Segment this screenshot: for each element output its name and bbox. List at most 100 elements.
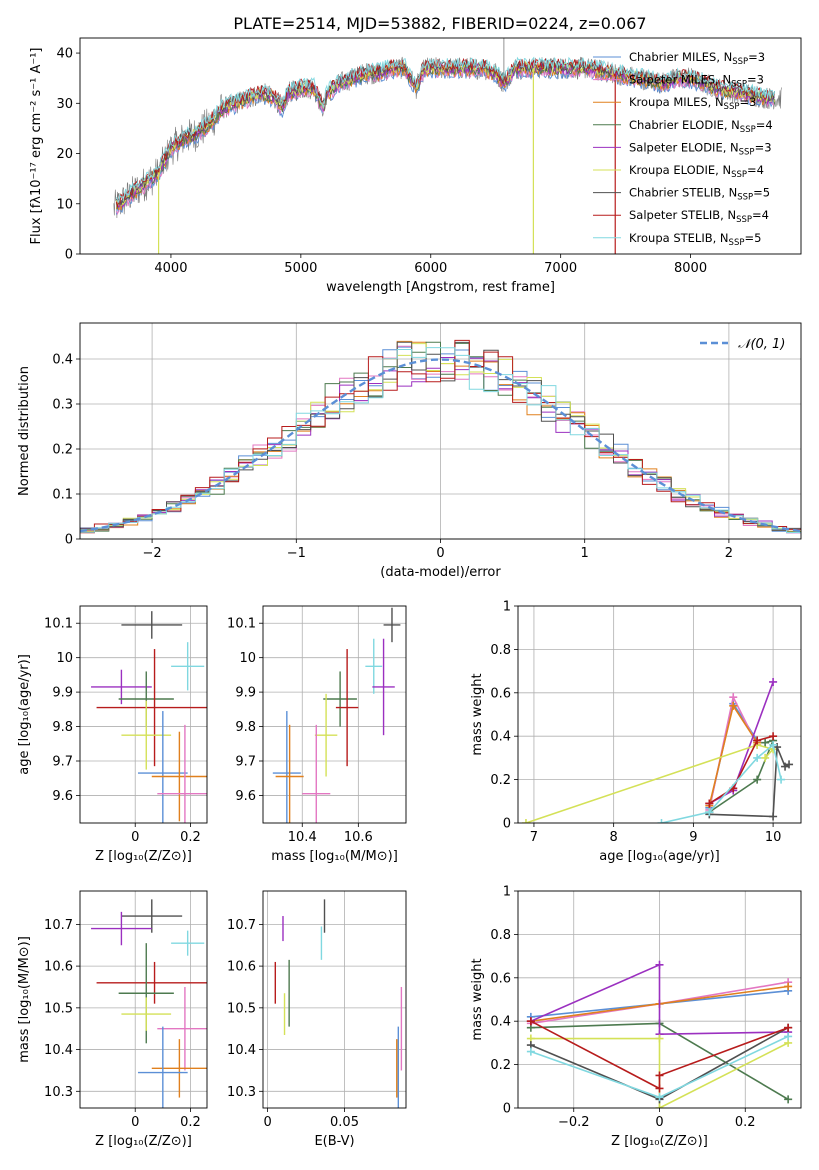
y-tick-label: 9.7 [235, 755, 256, 770]
plus-marker [526, 1047, 535, 1056]
x-tick-label: 7000 [544, 261, 577, 276]
y-axis-label: Flux [fλ10⁻¹⁷ erg cm⁻² s⁻¹ A⁻¹] [29, 48, 44, 245]
plus-marker [655, 1104, 664, 1108]
x-tick-label: 10.4 [288, 830, 317, 845]
y-tick-label: 9.6 [235, 789, 256, 804]
mass-vs-metallicity-panel: 0 0.2 10.3 10.4 10.5 10.6 10.7 Z [log₁₀(Z/Z⊙)] m… [17, 890, 208, 1149]
y-tick-label: 10 [56, 651, 73, 666]
x-tick-label: 0.05 [330, 1115, 359, 1130]
legend-prefix: Kroupa ELODIE, N [629, 163, 731, 177]
spectrum-panel: Chabrier MILES, N SSP =3 Salpeter MILES, N S… [29, 37, 802, 295]
legend-prefix: Chabrier ELODIE, N [629, 118, 740, 132]
y-axis-label: mass weight [470, 673, 485, 755]
legend-prefix: Salpeter MILES, N [629, 73, 731, 87]
y-tick-label: 9.9 [52, 686, 73, 701]
data-point [302, 724, 331, 823]
plot-area [274, 899, 403, 1108]
residual-histogram-panel: 𝒩(0, 1) −2 −1 0 1 2 0 0.1 0.2 0.3 0.4 (data-model)/… [17, 322, 802, 580]
data-point [96, 961, 207, 1004]
y-tick-label: 0.4 [490, 730, 511, 745]
weight-vs-metallicity-panel: −0.2 0 0.2 0 0.2 0.4 0.6 0.8 1 Z [log₁₀(Z/Z⊙)] mas… [470, 885, 802, 1149]
legend-prefix: Salpeter ELODIE, N [629, 140, 739, 154]
y-tick-label: 0 [65, 248, 73, 263]
plus-marker [761, 753, 770, 762]
y-tick-label: 10.1 [44, 617, 73, 632]
data-point [91, 911, 152, 946]
plus-marker [785, 760, 794, 769]
x-tick-label: 0 [436, 546, 444, 561]
legend-suffix: =4 [756, 118, 773, 132]
plus-marker [784, 982, 793, 991]
plus-marker [769, 812, 778, 821]
y-tick-label: 9.9 [235, 686, 256, 701]
axes-frame [517, 605, 802, 824]
y-tick-label: 0.2 [52, 443, 73, 458]
y-tick-label: 10.5 [44, 1001, 73, 1016]
data-point [171, 642, 205, 691]
data-point [151, 1039, 207, 1098]
plot-area [91, 611, 207, 823]
y-tick-label: 10.3 [227, 1085, 256, 1100]
axes-frame [262, 605, 407, 824]
x-tick-label: 9 [689, 830, 697, 845]
data-point [151, 731, 207, 822]
axes-frame [262, 890, 407, 1109]
legend-entry: Kroupa ELODIE, NSSP=4 [629, 163, 764, 180]
plus-marker [784, 1023, 793, 1032]
x-tick-label: 10.6 [344, 830, 373, 845]
plot-area [272, 607, 401, 823]
legend-prefix: Kroupa MILES, N [629, 95, 724, 109]
x-tick-label: 0 [131, 1115, 139, 1130]
legend-suffix: =3 [747, 73, 764, 87]
axes-frame [79, 890, 208, 1109]
x-tick-label: 10 [765, 830, 782, 845]
x-tick-label: 5000 [284, 261, 317, 276]
y-tick-label: 0 [65, 533, 73, 548]
y-tick-label: 10.5 [227, 1001, 256, 1016]
x-tick-label: 0.2 [735, 1115, 756, 1130]
legend-entry: 𝒩(0, 1) [738, 337, 785, 352]
plus-marker [784, 1032, 793, 1041]
legend-prefix: Salpeter STELIB, N [629, 208, 736, 222]
histogram-chabrier-stelib [80, 341, 801, 531]
plus-marker [655, 960, 664, 969]
plus-marker [769, 740, 778, 749]
y-tick-label: 0.2 [490, 1058, 511, 1073]
model-spectrum-salpeter-elodie [116, 61, 775, 208]
legend-suffix: =5 [744, 231, 761, 245]
legend-entry: Salpeter STELIB, NSSP=4 [629, 208, 769, 225]
y-tick-label: 0 [503, 1102, 511, 1117]
legend-prefix: Chabrier MILES, N [629, 50, 732, 64]
y-tick-label: 10.3 [44, 1085, 73, 1100]
plus-marker [705, 799, 714, 808]
plus-marker [753, 753, 762, 762]
plot-area [80, 339, 801, 534]
weight-series-salpeter-stelib [530, 1020, 789, 1090]
y-tick-label: 0.8 [490, 643, 511, 658]
x-axis-label: Z [log₁₀(Z/Z⊙)] [95, 849, 192, 864]
plus-marker [657, 819, 666, 823]
weight-series-kroupa-elodie [525, 744, 775, 823]
legend-suffix: =4 [747, 163, 764, 177]
y-tick-label: 40 [56, 47, 73, 62]
plot-area [526, 960, 793, 1108]
weight-vs-age-panel: 7 8 9 10 0 0.2 0.4 0.6 0.8 1 age [log₁₀(age/yr)] ma… [470, 600, 802, 864]
legend-sub: SSP [739, 147, 755, 157]
data-point [137, 711, 188, 823]
data-point [275, 724, 304, 823]
data-point [272, 711, 301, 823]
plus-marker [753, 775, 762, 784]
legend-suffix: =3 [739, 95, 756, 109]
legend-suffix: =3 [748, 50, 765, 64]
plus-marker [705, 808, 714, 817]
y-axis-label: mass [log₁₀(M/M⊙)] [17, 936, 32, 1063]
plus-marker [655, 1034, 664, 1043]
x-axis-label: mass [log₁₀(M/M⊙)] [271, 849, 398, 864]
plus-marker [761, 738, 770, 747]
y-tick-label: 0.2 [490, 773, 511, 788]
y-tick-label: 20 [56, 147, 73, 162]
legend-entry: Chabrier STELIB, NSSP=5 [629, 186, 770, 203]
x-tick-label: 2 [725, 546, 733, 561]
y-tick-label: 10.4 [44, 1043, 73, 1058]
